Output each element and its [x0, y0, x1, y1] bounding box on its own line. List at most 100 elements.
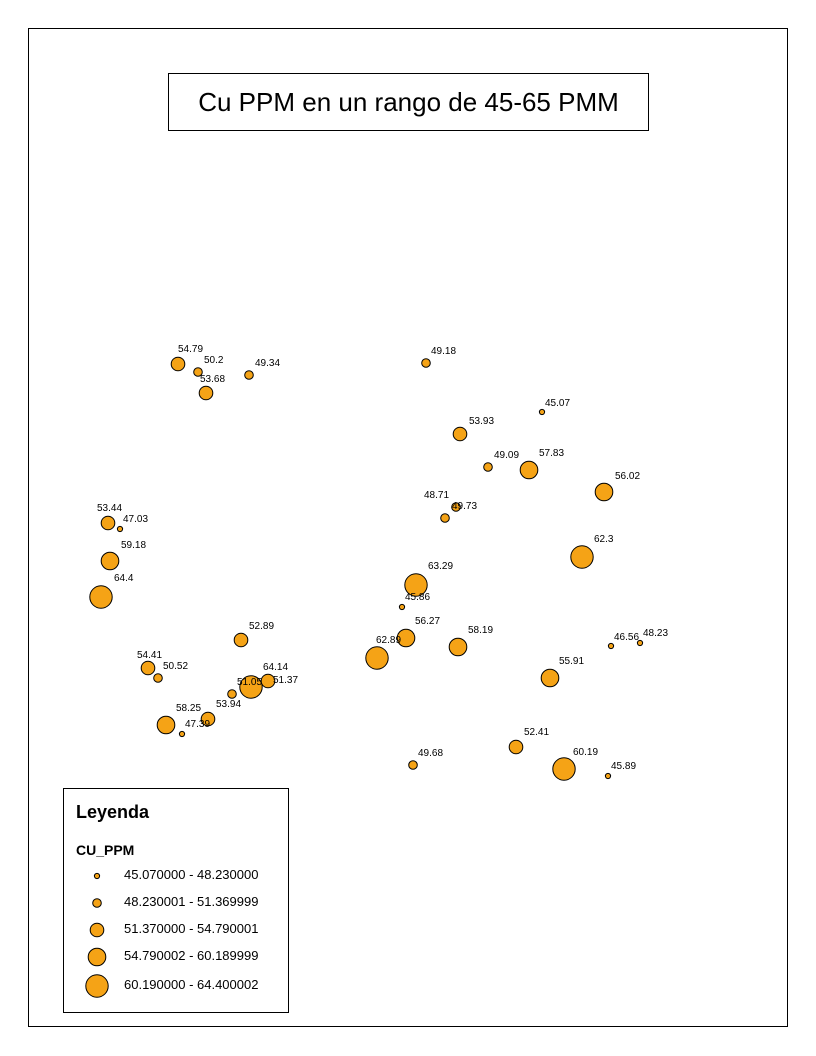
sample-point: [594, 482, 614, 502]
legend-symbol-mark: [89, 922, 105, 938]
sample-point: [156, 715, 176, 735]
sample-point: [170, 356, 186, 372]
legend-label: 45.070000 - 48.230000: [124, 867, 259, 882]
legend-row: 60.190000 - 64.400002: [64, 973, 288, 999]
sample-point: [193, 367, 203, 377]
sample-point: [260, 673, 276, 689]
map-title-text: Cu PPM en un rango de 45-65 PMM: [198, 86, 619, 117]
sample-label: 54.79: [178, 344, 203, 355]
sample-point: [178, 730, 186, 738]
sample-label: 49.09: [494, 450, 519, 461]
sample-label: 50.2: [204, 355, 224, 366]
sample-label: 56.27: [415, 616, 440, 627]
sample-label: 63.29: [428, 561, 453, 572]
sample-point: [365, 646, 389, 670]
sample-point: [100, 515, 116, 531]
sample-label: 64.14: [263, 662, 288, 673]
sample-label: 58.19: [468, 625, 493, 636]
sample-point: [408, 760, 418, 770]
sample-label: 62.3: [594, 534, 614, 545]
sample-label: 53.68: [200, 374, 225, 385]
legend-label: 60.190000 - 64.400002: [124, 977, 259, 992]
sample-point: [244, 370, 254, 380]
sample-label: 48.23: [643, 628, 668, 639]
sample-label: 45.89: [611, 761, 636, 772]
sample-label: 54.41: [137, 650, 162, 661]
sample-label: 49.18: [431, 346, 456, 357]
sample-point: [89, 585, 113, 609]
sample-point: [227, 689, 237, 699]
legend-label: 54.790002 - 60.189999: [124, 948, 259, 963]
sample-point: [508, 739, 524, 755]
sample-label: 53.44: [97, 503, 122, 514]
legend-row: 48.230001 - 51.369999: [64, 890, 288, 916]
sample-label: 52.41: [524, 727, 549, 738]
sample-point: [140, 660, 156, 676]
sample-label: 47.03: [123, 514, 148, 525]
sample-label: 45.86: [405, 592, 430, 603]
sample-point: [552, 757, 576, 781]
sample-point: [604, 772, 612, 780]
legend-row: 51.370000 - 54.790001: [64, 917, 288, 943]
legend-field-name: CU_PPM: [76, 842, 135, 858]
sample-label: 53.94: [216, 699, 241, 710]
sample-point: [540, 668, 560, 688]
sample-label: 49.68: [418, 748, 443, 759]
legend-symbol-2: [92, 898, 102, 908]
legend-symbol-mark: [85, 974, 109, 998]
sample-label: 64.4: [114, 573, 134, 584]
legend-symbol-mark: [92, 898, 102, 908]
legend-symbol-1: [93, 872, 101, 880]
legend-symbol-5: [85, 974, 109, 998]
sample-point: [440, 513, 450, 523]
sample-point: [452, 426, 468, 442]
sample-label: 50.52: [163, 661, 188, 672]
sample-point: [100, 551, 120, 571]
sample-point: [421, 358, 431, 368]
sample-point: [404, 573, 428, 597]
legend-symbol-mark: [93, 872, 101, 880]
map-frame: [28, 28, 788, 1027]
sample-label: 47.39: [185, 719, 210, 730]
sample-point: [398, 603, 406, 611]
sample-point: [451, 502, 461, 512]
sample-point: [153, 673, 163, 683]
sample-point: [396, 628, 416, 648]
sample-label: 62.89: [376, 635, 401, 646]
legend-symbol-3: [89, 922, 105, 938]
sample-point: [448, 637, 468, 657]
sample-label: 51.37: [273, 675, 298, 686]
sample-point: [607, 642, 615, 650]
sample-label: 52.89: [249, 621, 274, 632]
sample-point: [239, 675, 263, 699]
sample-point: [233, 632, 249, 648]
sample-label: 51.05: [237, 677, 262, 688]
sample-point: [570, 545, 594, 569]
sample-label: 56.02: [615, 471, 640, 482]
sample-point: [636, 639, 644, 647]
legend-label: 48.230001 - 51.369999: [124, 894, 259, 909]
sample-label: 49.73: [452, 501, 477, 512]
sample-label: 60.19: [573, 747, 598, 758]
sample-label: 46.56: [614, 632, 639, 643]
legend-symbol-mark: [87, 947, 107, 967]
sample-label: 48.71: [424, 490, 449, 501]
sample-label: 57.83: [539, 448, 564, 459]
sample-point: [519, 460, 539, 480]
sample-point: [538, 408, 546, 416]
sample-point: [200, 711, 216, 727]
sample-point: [483, 462, 493, 472]
legend-title: Leyenda: [76, 802, 150, 822]
sample-point: [198, 385, 214, 401]
legend: Leyenda CU_PPM 45.070000 - 48.230000 48.…: [63, 788, 289, 1013]
sample-label: 49.34: [255, 358, 280, 369]
sample-label: 58.25: [176, 703, 201, 714]
sample-label: 53.93: [469, 416, 494, 427]
legend-label: 51.370000 - 54.790001: [124, 921, 259, 936]
sample-label: 45.07: [545, 398, 570, 409]
sample-point: [116, 525, 124, 533]
legend-symbol-4: [87, 947, 107, 967]
sample-label: 59.18: [121, 540, 146, 551]
legend-row: 45.070000 - 48.230000: [64, 863, 288, 889]
